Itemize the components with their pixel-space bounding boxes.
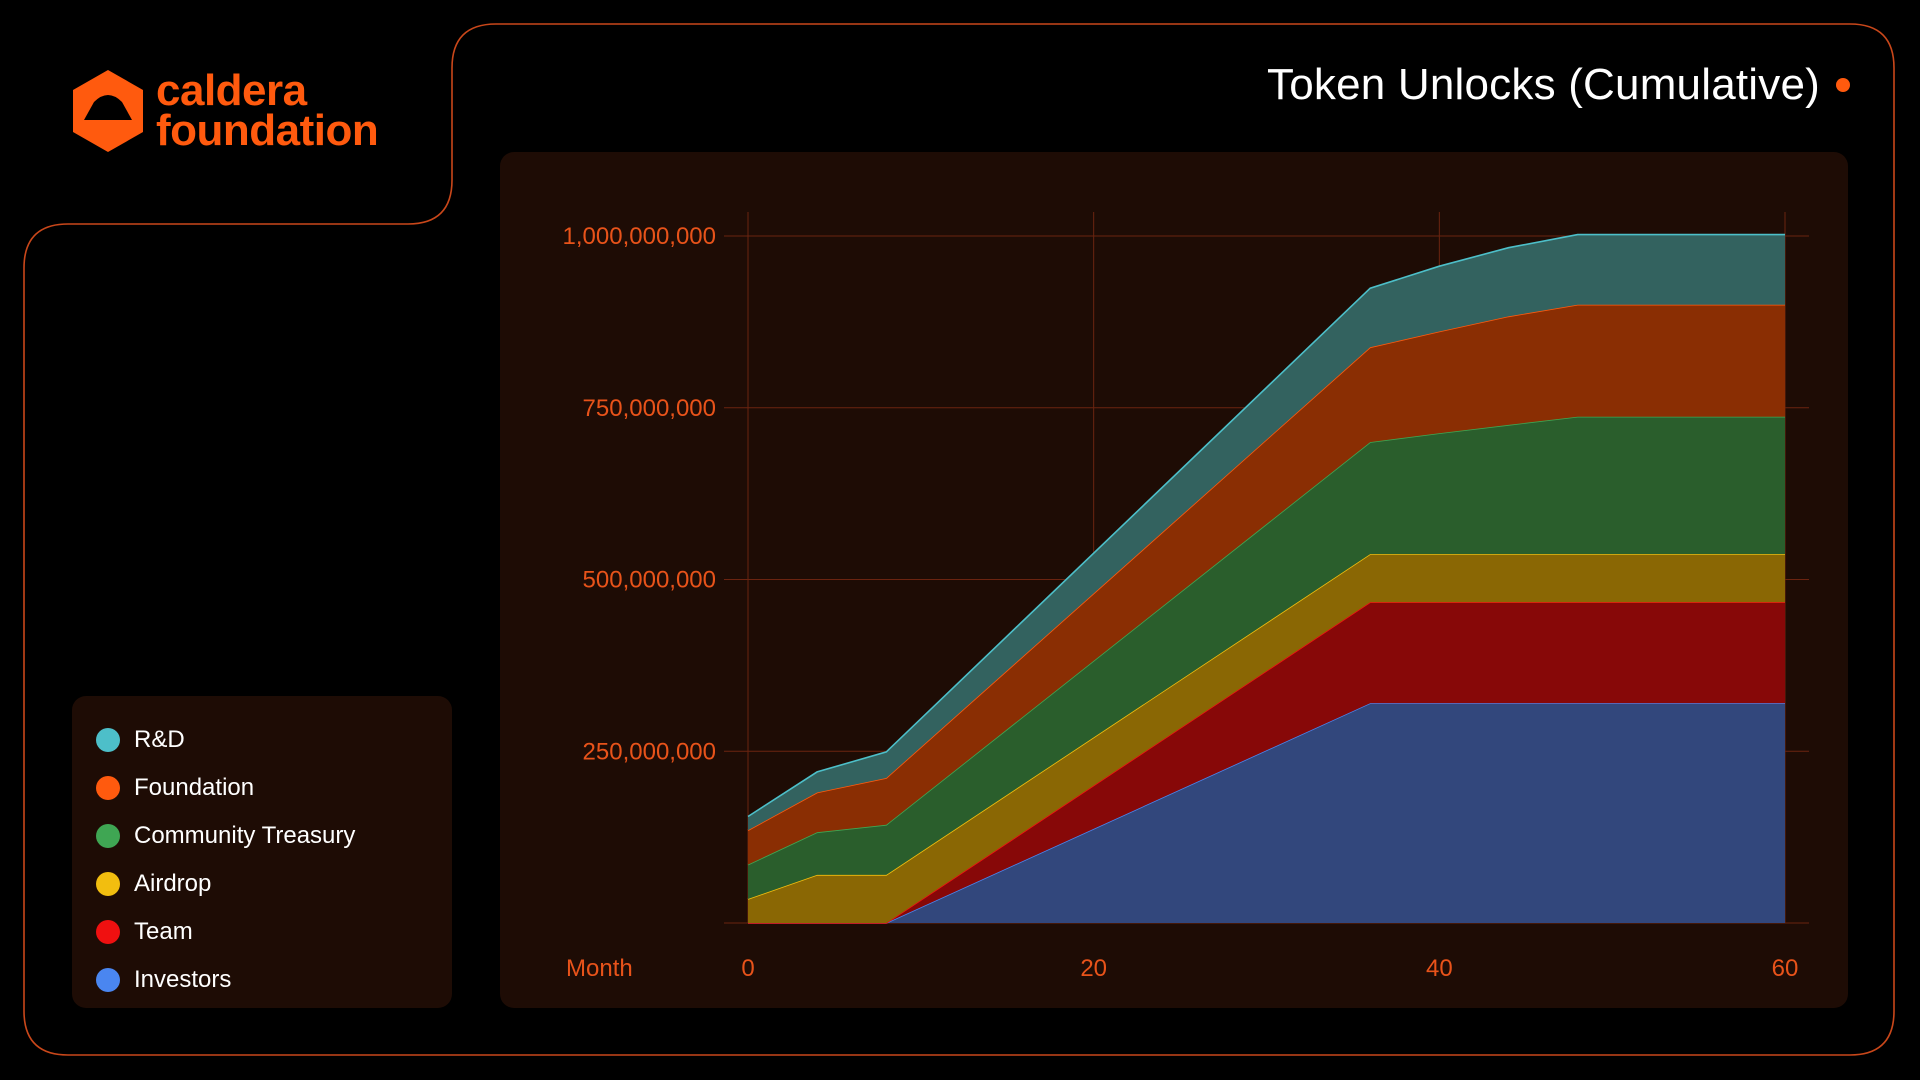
x-tick-label: 60 xyxy=(1772,955,1799,982)
legend-swatch-icon xyxy=(96,920,120,944)
legend-label: Foundation xyxy=(134,774,255,801)
area-series xyxy=(748,554,1785,923)
area-series xyxy=(748,304,1785,865)
legend: R&D Foundation Community Treasury Airdrop Te… xyxy=(72,696,452,1008)
y-tick-label: 1,000,000,000 xyxy=(563,223,716,250)
y-tick-label: 750,000,000 xyxy=(583,395,716,422)
legend-label: R&D xyxy=(134,726,185,753)
legend-item: Team xyxy=(96,908,428,956)
chart-panel: 250,000,000 500,000,000 750,000,000 1,000,0… xyxy=(500,152,1848,1008)
x-tick-label: 20 xyxy=(1080,955,1107,982)
legend-swatch-icon xyxy=(96,872,120,896)
legend-swatch-icon xyxy=(96,968,120,992)
x-tick-label: 0 xyxy=(741,955,754,982)
legend-item: Foundation xyxy=(96,764,428,812)
area-series xyxy=(748,602,1785,923)
brand-line-2: foundation xyxy=(156,106,379,155)
legend-swatch-icon xyxy=(96,776,120,800)
legend-label: Team xyxy=(134,918,193,945)
legend-item: R&D xyxy=(96,716,428,764)
x-axis-label: Month xyxy=(566,955,633,982)
area-series xyxy=(748,234,1785,831)
y-tick-label: 500,000,000 xyxy=(583,567,716,594)
chart-header: Token Unlocks (Cumulative) xyxy=(1267,60,1850,110)
legend-label: Airdrop xyxy=(134,870,212,897)
legend-swatch-icon xyxy=(96,728,120,752)
legend-label: Investors xyxy=(134,966,232,993)
area-series xyxy=(748,416,1785,899)
legend-item: Community Treasury xyxy=(96,812,428,860)
chart-svg: 250,000,000 500,000,000 750,000,000 1,000,0… xyxy=(563,212,1809,982)
chart-title: Token Unlocks (Cumulative) xyxy=(1267,60,1820,109)
legend-item: Investors xyxy=(96,956,428,1004)
area-series xyxy=(748,703,1785,923)
legend-label: Community Treasury xyxy=(134,822,356,849)
y-tick-label: 250,000,000 xyxy=(583,738,716,765)
legend-swatch-icon xyxy=(96,824,120,848)
brand-wordmark: caldera foundation xyxy=(156,66,379,155)
x-tick-label: 40 xyxy=(1426,955,1453,982)
title-dot-icon xyxy=(1836,78,1850,92)
caldera-logo-icon xyxy=(73,70,143,152)
legend-item: Airdrop xyxy=(96,860,428,908)
brand: caldera foundation xyxy=(70,66,379,155)
brand-line-1: caldera xyxy=(156,66,307,115)
series-line xyxy=(747,233,1785,818)
